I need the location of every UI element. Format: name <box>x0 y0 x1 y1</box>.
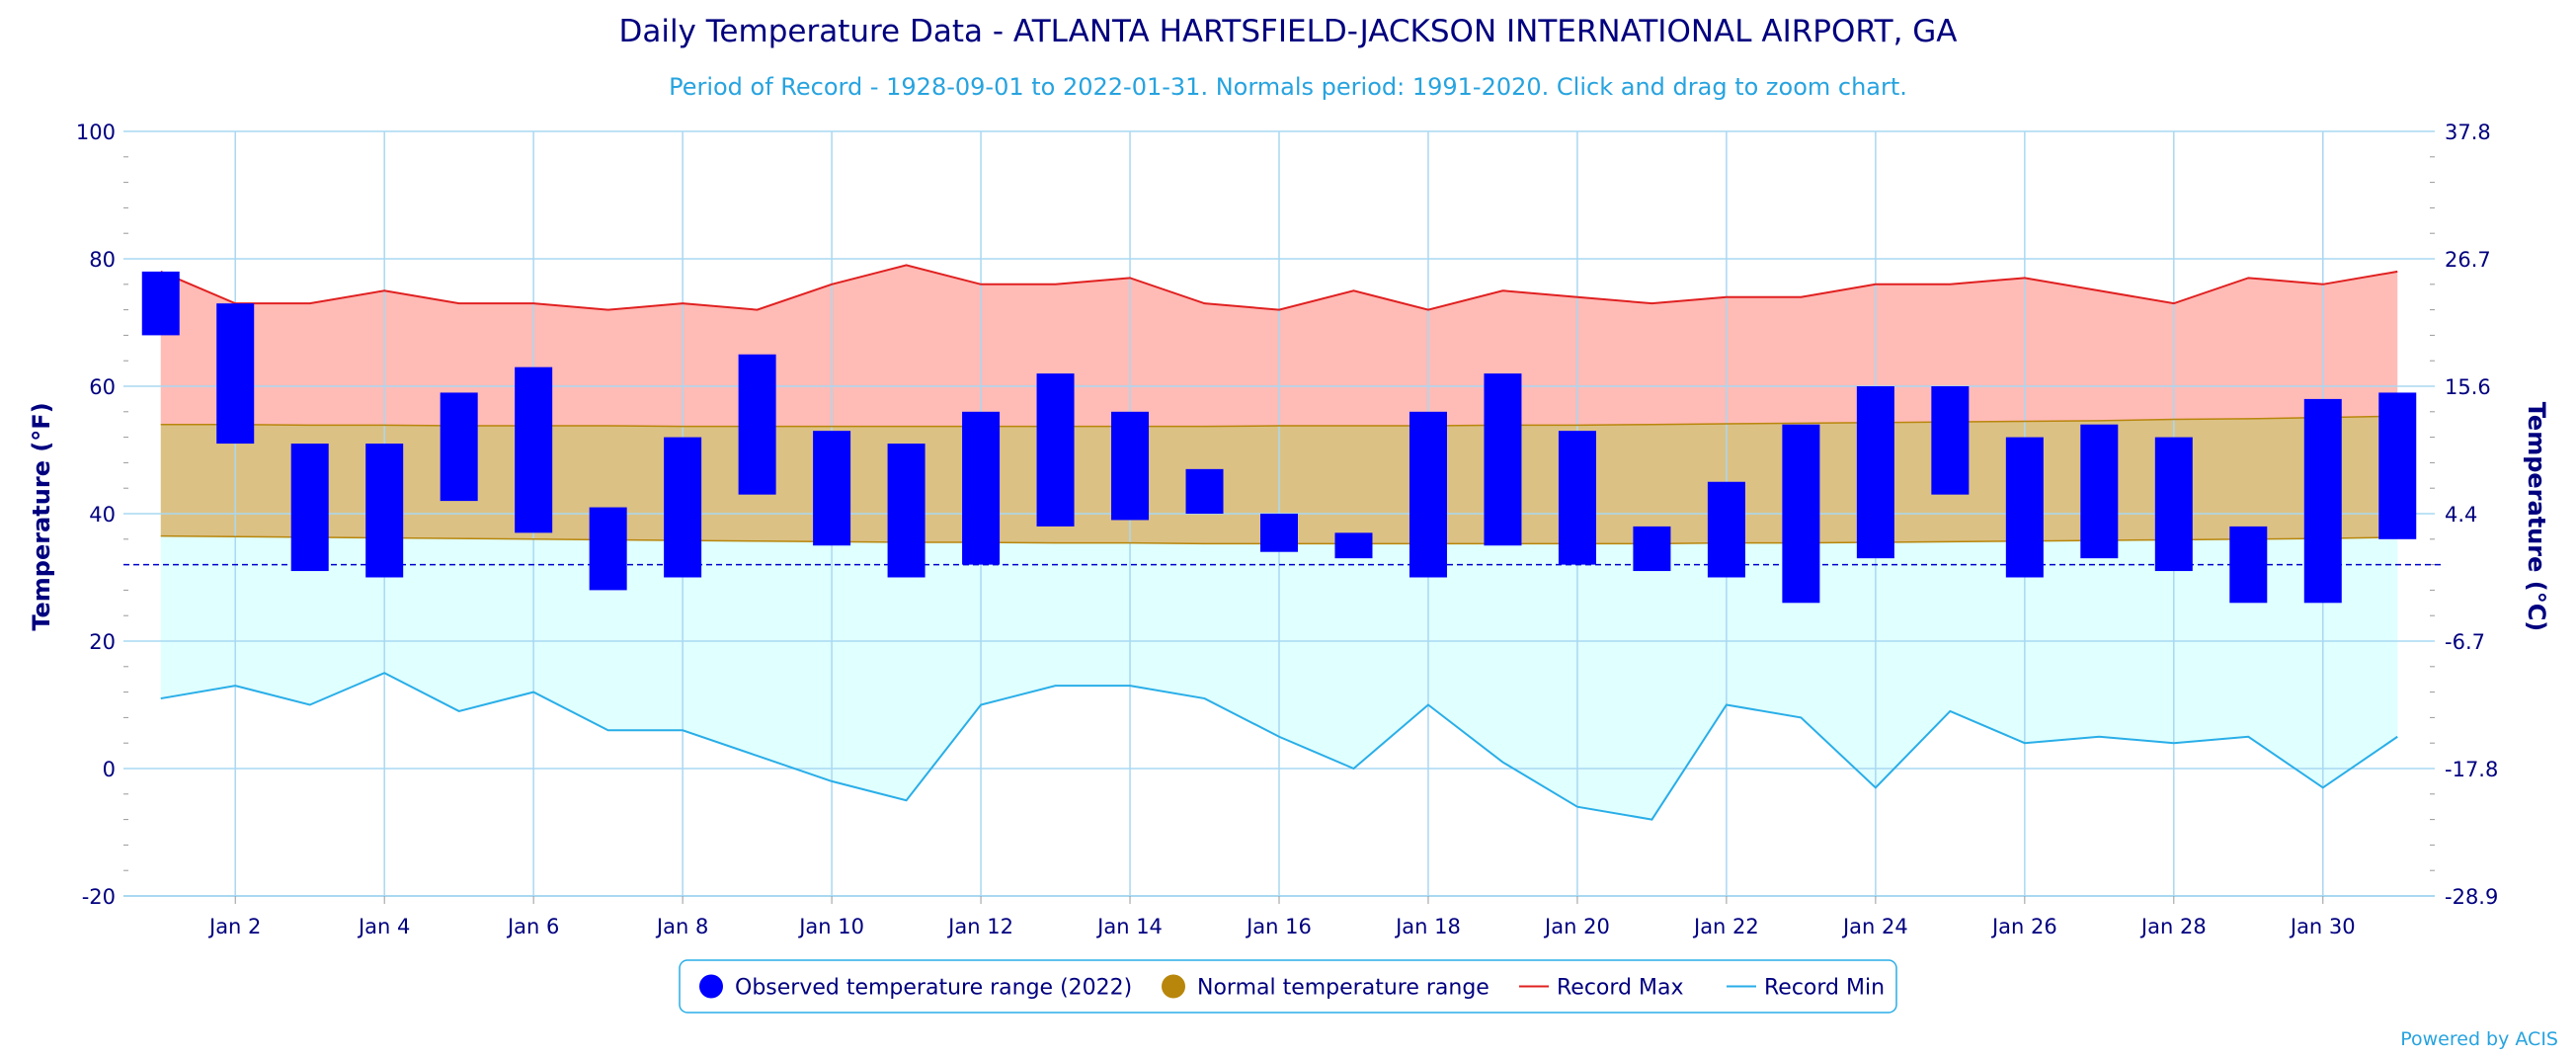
x-tick-label: Jan 26 <box>1990 915 2057 938</box>
observed-bar-jan-6[interactable] <box>515 366 553 533</box>
y2-tick-label: 26.7 <box>2445 248 2491 272</box>
credit-link[interactable]: Powered by ACIS <box>2400 1028 2558 1050</box>
y2-tick-label: 37.8 <box>2445 121 2491 144</box>
y2-tick-label: -17.8 <box>2445 758 2498 781</box>
observed-bar-jan-25[interactable] <box>1931 386 1970 495</box>
y-tick-label: 80 <box>89 248 116 272</box>
y-tick-label: 100 <box>76 121 116 144</box>
legend-item-normal[interactable]: Normal temperature range <box>1162 974 1489 1001</box>
observed-bar-jan-27[interactable] <box>2080 424 2119 559</box>
record-max-line <box>160 264 2398 311</box>
chart-axes: Jan 2 Jan 4 Jan 6 Jan 8 Jan 10 Jan 12 Jan 14 Ja… <box>76 121 2498 938</box>
legend-label: Record Min <box>1764 976 1885 1001</box>
x-tick-label: Jan 2 <box>207 915 261 938</box>
y-tick-label: 0 <box>103 758 116 781</box>
legend-label: Normal temperature range <box>1197 976 1489 1001</box>
legend-box <box>679 959 1897 1014</box>
observed-bar-jan-29[interactable] <box>2229 526 2268 604</box>
observed-bar-jan-9[interactable] <box>738 354 776 495</box>
x-tick-label: Jan 4 <box>357 915 410 938</box>
observed-bar-jan-30[interactable] <box>2303 398 2342 604</box>
y2-tick-label: -6.7 <box>2445 630 2485 654</box>
x-tick-label: Jan 28 <box>2139 915 2207 938</box>
observed-bar-jan-2[interactable] <box>216 303 255 445</box>
legend-marker-icon <box>1162 974 1185 999</box>
y-tick-label: 20 <box>89 630 116 654</box>
x-tick-label: Jan 16 <box>1245 915 1312 938</box>
observed-bar-jan-14[interactable] <box>1111 411 1150 521</box>
legend-marker-icon <box>699 974 723 999</box>
observed-bar-jan-3[interactable] <box>290 444 329 572</box>
legend-label: Observed temperature range (2022) <box>735 976 1132 1001</box>
observed-bar-jan-26[interactable] <box>2005 437 2044 578</box>
y-tick-label: -20 <box>82 885 116 909</box>
observed-bar-jan-8[interactable] <box>664 437 702 578</box>
x-tick-label: Jan 18 <box>1394 915 1461 938</box>
observed-bar-jan-7[interactable] <box>589 507 627 591</box>
observed-bar-jan-1[interactable] <box>141 271 180 336</box>
observed-bar-jan-13[interactable] <box>1036 373 1075 527</box>
y2-tick-label: -28.9 <box>2445 885 2498 909</box>
observed-bar-jan-20[interactable] <box>1558 431 1596 565</box>
record-min-line <box>160 672 2398 821</box>
observed-bar-jan-21[interactable] <box>1633 526 1671 572</box>
x-tick-label: Jan 10 <box>797 915 864 938</box>
x-tick-label: Jan 22 <box>1692 915 1759 938</box>
y-tick-label: 40 <box>89 503 116 527</box>
y2-tick-label: 4.4 <box>2445 503 2477 527</box>
observed-bar-jan-16[interactable] <box>1260 514 1298 552</box>
x-tick-label: Jan 6 <box>506 915 559 938</box>
observed-bar-jan-10[interactable] <box>813 431 851 546</box>
y2-tick-label: 15.6 <box>2445 375 2491 399</box>
x-tick-label: Jan 14 <box>1095 915 1163 938</box>
observed-bar-jan-22[interactable] <box>1707 481 1745 578</box>
observed-bar-jan-11[interactable] <box>887 444 926 578</box>
y2-axis-label: Temperature (°C) <box>2523 402 2550 632</box>
observed-bar-jan-5[interactable] <box>440 392 478 502</box>
observed-bar-jan-18[interactable] <box>1409 411 1447 578</box>
observed-range-bars <box>141 271 2417 604</box>
observed-bar-jan-24[interactable] <box>1856 386 1894 559</box>
observed-bar-jan-12[interactable] <box>962 411 1001 565</box>
observed-bar-jan-15[interactable] <box>1185 468 1224 514</box>
legend-label: Record Max <box>1557 976 1684 1001</box>
x-tick-label: Jan 24 <box>1841 915 1908 938</box>
observed-bar-jan-4[interactable] <box>365 444 404 578</box>
legend-item-observed[interactable]: Observed temperature range (2022) <box>699 974 1132 1001</box>
x-tick-label: Jan 12 <box>946 915 1013 938</box>
chart-title: Daily Temperature Data - ATLANTA HARTSFI… <box>618 14 1957 49</box>
y-tick-label: 60 <box>89 375 116 399</box>
chart-subtitle: Period of Record - 1928-09-01 to 2022-01… <box>669 73 1907 101</box>
x-tick-label: Jan 8 <box>655 915 708 938</box>
observed-bar-jan-31[interactable] <box>2378 392 2417 539</box>
y-axis-label: Temperature (°F) <box>28 402 55 630</box>
legend-item-record-min[interactable]: Record Min <box>1727 976 1885 1001</box>
legend-item-record-max[interactable]: Record Max <box>1519 976 1684 1001</box>
chart-legend: Observed temperature range (2022) Normal … <box>679 959 1897 1014</box>
observed-bar-jan-19[interactable] <box>1484 373 1522 546</box>
observed-bar-jan-28[interactable] <box>2154 437 2193 572</box>
observed-bar-jan-23[interactable] <box>1782 424 1820 604</box>
x-tick-label: Jan 20 <box>1543 915 1610 938</box>
observed-bar-jan-17[interactable] <box>1334 532 1373 559</box>
x-tick-label: Jan 30 <box>2289 915 2356 938</box>
